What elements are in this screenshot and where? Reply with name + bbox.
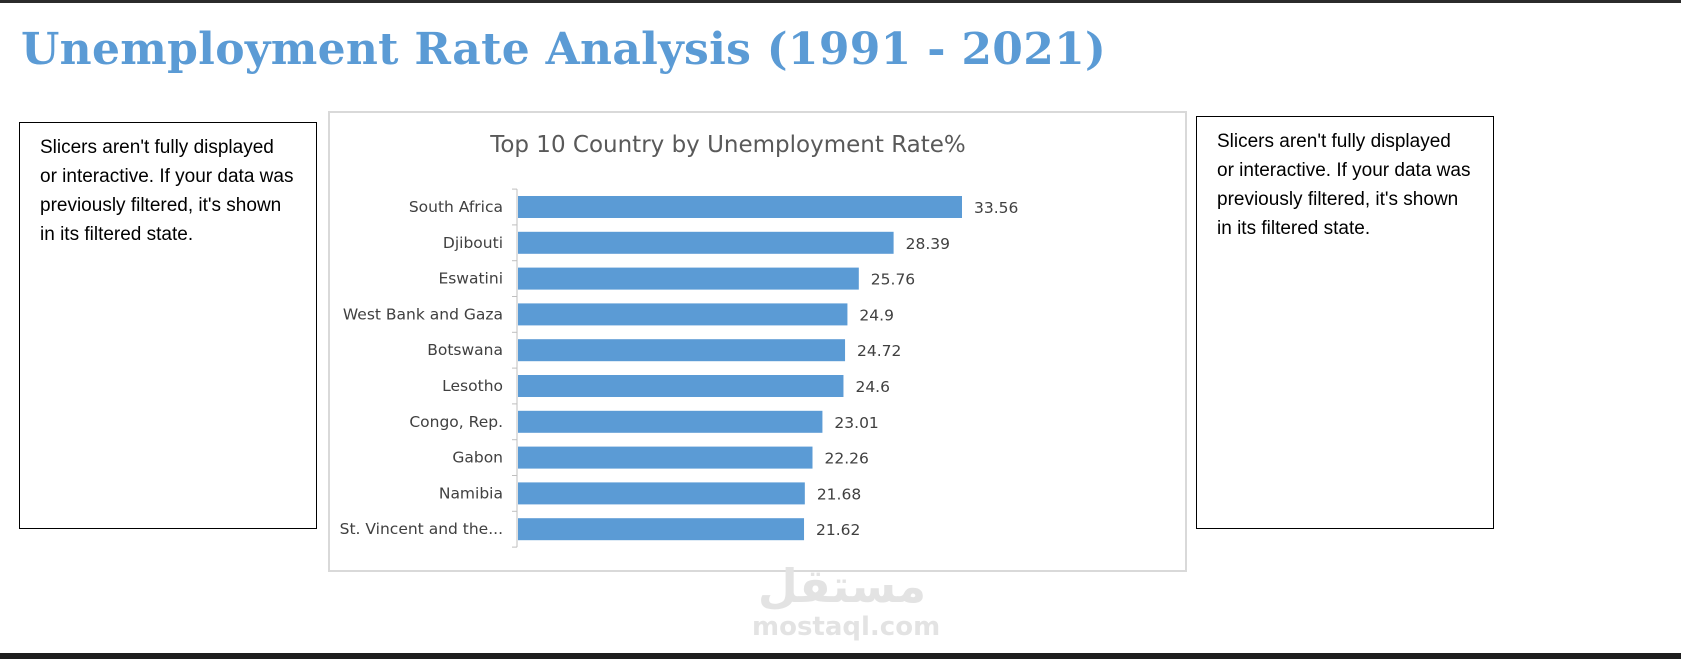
data-label: 28.39	[906, 235, 950, 253]
category-label: Eswatini	[438, 270, 503, 288]
bar	[518, 482, 805, 505]
chart-title: Top 10 Country by Unemployment Rate%	[489, 132, 966, 158]
data-label: 21.68	[817, 485, 861, 503]
top-border	[0, 0, 1681, 3]
data-label: 24.9	[859, 306, 894, 324]
category-label: Botswana	[427, 341, 503, 359]
bottom-border	[0, 653, 1681, 659]
bar	[518, 518, 805, 541]
category-label: St. Vincent and the...	[340, 520, 503, 538]
category-label: West Bank and Gaza	[343, 305, 503, 323]
page-title: Unemployment Rate Analysis (1991 - 2021)	[21, 24, 1107, 75]
bar	[518, 303, 848, 326]
chart-container[interactable]: Top 10 Country by Unemployment Rate% Sout…	[328, 111, 1187, 572]
data-label: 24.72	[857, 342, 901, 360]
data-label: 24.6	[855, 378, 890, 396]
bar	[518, 231, 894, 254]
category-label: South Africa	[409, 198, 503, 216]
data-label: 23.01	[834, 414, 878, 432]
watermark-latin: mostaql.com	[752, 612, 941, 642]
bar	[518, 267, 859, 290]
category-label: Gabon	[452, 449, 503, 467]
category-label: Lesotho	[442, 377, 503, 395]
watermark: مستقل mostaql.com	[752, 559, 941, 642]
data-label: 25.76	[871, 271, 915, 289]
bar	[518, 375, 844, 397]
bar	[518, 339, 846, 362]
bar	[518, 446, 813, 469]
category-label: Namibia	[439, 484, 503, 502]
bar	[518, 196, 962, 218]
data-label: 21.62	[816, 521, 860, 539]
watermark-arabic: مستقل	[757, 559, 927, 613]
slicer-placeholder-right[interactable]: Slicers aren't fully displayed or intera…	[1196, 116, 1494, 529]
bar-chart: Top 10 Country by Unemployment Rate% Sout…	[340, 132, 1018, 548]
category-label: Congo, Rep.	[409, 413, 503, 431]
slicer-message: Slicers aren't fully displayed or intera…	[1217, 131, 1471, 239]
data-label: 22.26	[825, 450, 869, 468]
category-label: Djibouti	[443, 234, 503, 252]
bar	[518, 410, 823, 433]
slicer-message: Slicers aren't fully displayed or intera…	[40, 137, 294, 245]
slicer-placeholder-left[interactable]: Slicers aren't fully displayed or intera…	[19, 122, 317, 529]
data-label: 33.56	[974, 199, 1018, 217]
